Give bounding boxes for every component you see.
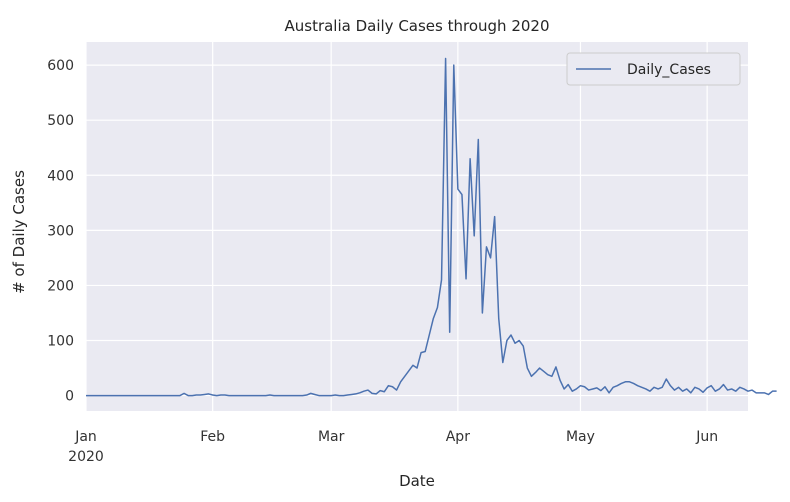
x-tick-label: Apr (446, 429, 470, 445)
chart-title: Australia Daily Cases through 2020 (284, 17, 549, 35)
y-gridlines (86, 64, 748, 397)
x-tick-label: Jun (695, 429, 718, 445)
y-tick-label: 200 (47, 278, 74, 294)
x-tick-label: Mar (318, 429, 345, 445)
y-tick-labels: 0 100 200 300 400 500 600 (47, 58, 74, 404)
legend: Daily_Cases (566, 52, 741, 86)
plot-area (86, 42, 748, 411)
x-axis-label: Date (399, 472, 435, 490)
x-tick-label: May (566, 429, 595, 445)
y-tick-label: 100 (47, 334, 74, 350)
y-tick-label: 500 (47, 113, 74, 129)
legend-entry-daily-cases: Daily_Cases (627, 62, 711, 78)
x-tick-labels: Jan 2020 Feb Mar Apr May Jun (68, 429, 718, 465)
x-tick-label: Jan (74, 429, 97, 445)
x-tick-label: Feb (200, 429, 225, 445)
y-tick-label: 300 (47, 223, 74, 239)
x-gridlines (85, 42, 708, 411)
y-tick-label: 400 (47, 168, 74, 184)
x-tick-sublabel: 2020 (68, 449, 104, 465)
series-line-daily-cases (86, 57, 777, 397)
y-tick-label: 600 (47, 58, 74, 74)
legend-box (566, 52, 741, 86)
y-tick-label: 0 (65, 389, 74, 405)
y-axis-label: # of Daily Cases (10, 170, 28, 294)
